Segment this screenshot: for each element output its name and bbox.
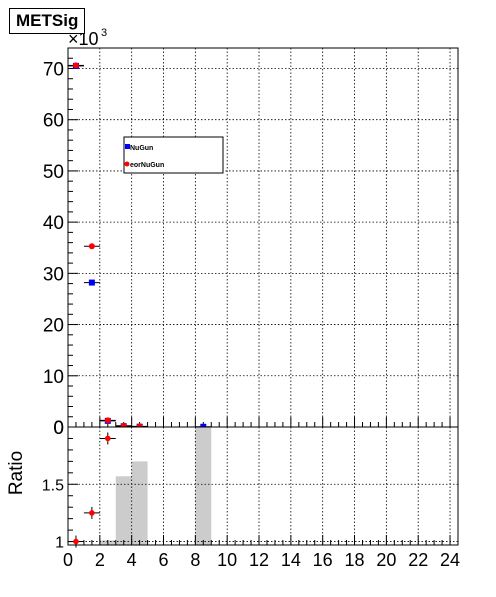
ratio-bar [195, 427, 212, 545]
legend-marker [125, 144, 130, 149]
main-y-tick-label: 0 [53, 418, 64, 439]
y-multiplier-label: ×10 [68, 29, 99, 49]
ratio-y-tick-label: 1 [55, 535, 64, 552]
legend-box [123, 136, 224, 174]
chart-title: METSig [9, 8, 86, 34]
x-tick-label: 18 [345, 550, 365, 570]
ratio-bar [131, 461, 148, 545]
data-point-eorNuGun [104, 417, 111, 424]
x-tick-label: 14 [281, 550, 301, 570]
legend-label: eorNuGun [130, 162, 164, 169]
ratio-frame [67, 426, 459, 546]
x-tick-label: 8 [190, 550, 200, 570]
x-tick-label: 10 [217, 550, 237, 570]
ratio-point [73, 538, 79, 545]
ratio-point [89, 510, 95, 516]
legend-label: NuGun [130, 145, 153, 152]
x-tick-label: 22 [408, 550, 428, 570]
main-frame [67, 47, 459, 428]
x-tick-label: 16 [313, 550, 333, 570]
data-point-NuGun [88, 279, 95, 286]
ratio-point [104, 435, 111, 442]
ratio-y-axis-label: Ratio [6, 451, 27, 495]
x-tick-label: 24 [440, 550, 460, 570]
data-point-eorNuGun [88, 243, 95, 250]
main-y-tick-label: 60 [43, 111, 64, 132]
legend-marker [124, 161, 130, 167]
ratio-bar [115, 476, 132, 545]
main-y-tick-label: 70 [43, 59, 64, 80]
main-y-tick-label: 10 [43, 367, 64, 388]
x-tick-label: 0 [63, 550, 73, 570]
x-tick-label: 2 [95, 550, 105, 570]
x-tick-label: 12 [249, 550, 269, 570]
main-y-tick-label: 20 [43, 316, 64, 337]
x-tick-label: 6 [159, 550, 169, 570]
main-y-tick-label: 0 [53, 418, 64, 439]
x-tick-label: 20 [376, 550, 396, 570]
main-y-tick-label: 40 [43, 213, 64, 234]
data-point-eorNuGun [72, 62, 79, 69]
main-y-tick-label: 50 [43, 162, 64, 183]
main-y-tick-label: 30 [43, 264, 64, 285]
x-tick-label: 4 [127, 550, 137, 570]
y-multiplier-exponent: 3 [101, 27, 107, 39]
ratio-y-tick-label: 1.5 [42, 477, 64, 494]
